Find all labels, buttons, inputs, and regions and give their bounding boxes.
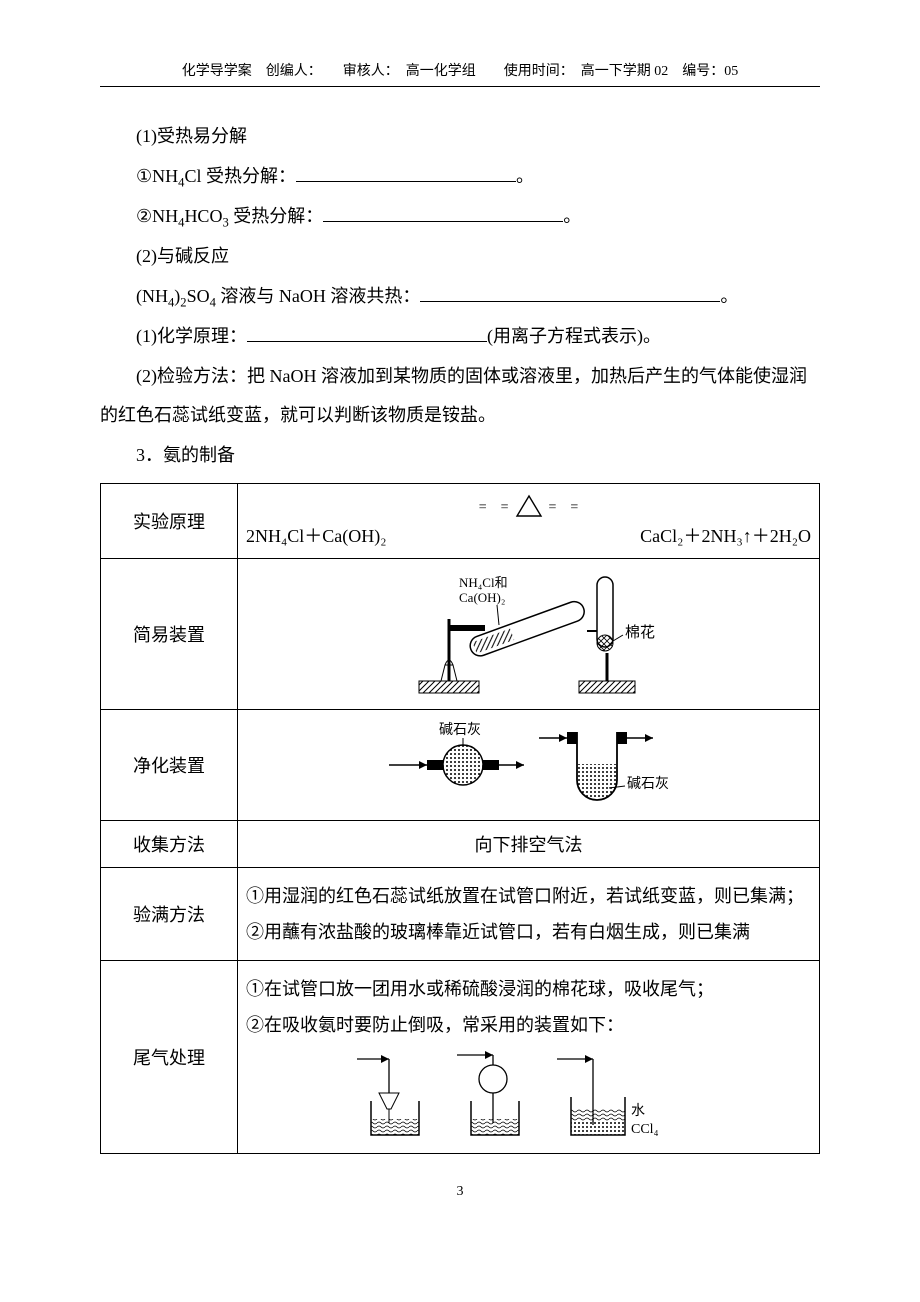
row6-label: 尾气处理 — [101, 961, 238, 1154]
line-4: (2)与碱反应 — [100, 237, 820, 277]
l6-end: (用离子方程式表示)。 — [487, 326, 661, 346]
row6-content: ①在试管口放一团用水或稀硫酸浸润的棉花球，吸收尾气； ②在吸收氨时要防止倒吸，常… — [238, 961, 820, 1154]
row2-content: NH₄Cl和 Ca(OH)₂ 棉花 — [238, 559, 820, 710]
row5-content: ①用湿润的红色石蕊试纸放置在试管口附近，若试纸变蓝，则已集满； ②用蘸有浓盐酸的… — [238, 868, 820, 961]
eq-right: CaCl₂＋2NH₃↑＋2H₂O — [640, 522, 811, 548]
l5-end: 。 — [720, 286, 738, 306]
l2-pre: ①NH — [136, 166, 178, 186]
l2-mid: Cl 受热分解： — [184, 166, 296, 186]
blank-4 — [247, 321, 487, 342]
l2-end: 。 — [516, 166, 534, 186]
row1-content: = = = = 2NH₄Cl＋Ca(OH)₂ CaCl₂＋2NH₃↑＋2H₂O — [238, 484, 820, 559]
l6-pre: (1)化学原理： — [136, 326, 247, 346]
purification-diagram: 碱石灰 碱石灰 — [349, 720, 709, 810]
label-caoh: Ca(OH)₂ — [459, 590, 505, 605]
reaction-condition: = = = = — [479, 494, 579, 518]
blank-3 — [420, 281, 720, 302]
label-nh4cl: NH₄Cl和 — [459, 575, 508, 590]
table-row: 收集方法 向下排空气法 — [101, 821, 820, 868]
row6-line1: ①在试管口放一团用水或稀硫酸浸润的棉花球，吸收尾气； — [246, 971, 811, 1007]
row3-content: 碱石灰 碱石灰 — [238, 710, 820, 821]
row3-label: 净化装置 — [101, 710, 238, 821]
row6-line2: ②在吸收氨时要防止倒吸，常采用的装置如下： — [246, 1007, 811, 1043]
line-3: ②NH4HCO3 受热分解：。 — [100, 197, 820, 237]
blank-2 — [323, 201, 563, 222]
l3-end: 。 — [563, 206, 581, 226]
table-row: 简易装置 — [101, 559, 820, 710]
table-row: 实验原理 = = = = 2NH₄Cl＋Ca(OH)₂ CaCl₂＋2NH₃↑＋… — [101, 484, 820, 559]
l5-pre: (NH — [136, 286, 168, 306]
eq-left: 2NH₄Cl＋Ca(OH)₂ — [246, 522, 387, 548]
l3-mid2: 受热分解： — [229, 206, 324, 226]
line-7: (2)检验方法：把 NaOH 溶液加到某物质的固体或溶液里，加热后产生的气体能使… — [100, 357, 820, 436]
label-lime1: 碱石灰 — [439, 722, 481, 738]
row2-label: 简易装置 — [101, 559, 238, 710]
row1-label: 实验原理 — [101, 484, 238, 559]
line-1: (1)受热易分解 — [100, 117, 820, 157]
label-ccl4: CCl₄ — [631, 1122, 659, 1137]
row4-content: 向下排空气法 — [238, 821, 820, 868]
label-cotton: 棉花 — [625, 624, 655, 641]
l5-mid2: SO — [187, 286, 210, 306]
l5-mid3: 溶液与 NaOH 溶液共热： — [216, 286, 421, 306]
label-water: 水 — [631, 1103, 645, 1119]
line-2: ①NH4Cl 受热分解：。 — [100, 157, 820, 197]
blank-1 — [296, 161, 516, 182]
line-5: (NH4)2SO4 溶液与 NaOH 溶液共热：。 — [100, 277, 820, 317]
l3-mid1: HCO — [184, 206, 222, 226]
apparatus-simple-diagram: NH₄Cl和 Ca(OH)₂ 棉花 — [349, 569, 709, 699]
row4-label: 收集方法 — [101, 821, 238, 868]
line-8: 3．氨的制备 — [100, 436, 820, 476]
table-row: 净化装置 碱石灰 — [101, 710, 820, 821]
l3-pre: ②NH — [136, 206, 178, 226]
line-6: (1)化学原理： (用离子方程式表示)。 — [100, 317, 820, 357]
label-lime2: 碱石灰 — [627, 776, 669, 792]
page-header: 化学导学案 创编人： 审核人： 高一化学组 使用时间： 高一下学期 02 编号：… — [100, 60, 820, 87]
tail-gas-diagram: 水 CCl₄ — [339, 1043, 719, 1143]
triangle-icon — [515, 494, 543, 518]
row5-label: 验满方法 — [101, 868, 238, 961]
table-row: 验满方法 ①用湿润的红色石蕊试纸放置在试管口附近，若试纸变蓝，则已集满； ②用蘸… — [101, 868, 820, 961]
table-row: 尾气处理 ①在试管口放一团用水或稀硫酸浸润的棉花球，吸收尾气； ②在吸收氨时要防… — [101, 961, 820, 1154]
page-number: 3 — [100, 1184, 820, 1200]
experiment-table: 实验原理 = = = = 2NH₄Cl＋Ca(OH)₂ CaCl₂＋2NH₃↑＋… — [100, 483, 820, 1154]
